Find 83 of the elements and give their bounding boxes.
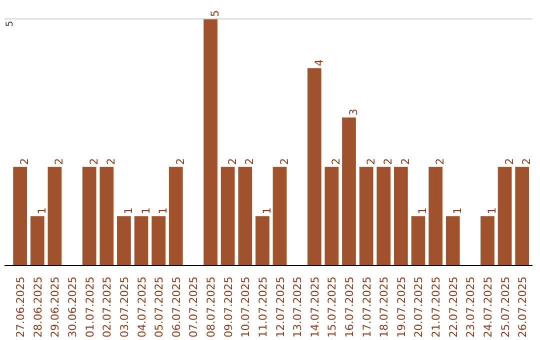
x-tick-label: 02.07.2025	[100, 276, 114, 338]
x-tick-label: 26.07.2025	[516, 276, 530, 338]
x-tick-label: 30.06.2025	[66, 276, 80, 338]
bar	[134, 216, 148, 266]
x-tick-label: 03.07.2025	[118, 276, 131, 338]
bar	[238, 166, 252, 266]
data-label: 2	[18, 158, 32, 165]
data-label: 1	[260, 207, 274, 214]
x-tick-label: 23.07.2025	[464, 276, 478, 338]
data-label: 2	[226, 158, 239, 165]
x-tick-label: 10.07.2025	[239, 276, 252, 338]
data-label: 2	[364, 158, 378, 165]
x-tick-label: 09.07.2025	[222, 276, 235, 338]
x-tick-label: 16.07.2025	[343, 276, 356, 338]
data-label: 2	[398, 158, 412, 165]
data-label: 2	[52, 158, 66, 165]
data-label: 1	[139, 207, 152, 214]
x-tick-label: 13.07.2025	[291, 276, 304, 338]
x-tick-label: 19.07.2025	[394, 276, 408, 338]
bar	[515, 166, 530, 266]
bar	[307, 68, 322, 266]
bar	[272, 166, 287, 266]
bar	[498, 166, 512, 266]
bar	[411, 216, 426, 266]
bar	[324, 166, 339, 266]
x-tick-label: 18.07.2025	[378, 276, 391, 338]
data-label: 1	[122, 207, 135, 214]
x-tick-label: 27.06.2025	[14, 276, 28, 338]
x-tick-label: 05.07.2025	[152, 276, 166, 338]
x-tick-label: 07.07.2025	[187, 276, 200, 338]
data-label: 1	[450, 207, 464, 214]
bar	[48, 166, 62, 266]
x-tick-label: 24.07.2025	[481, 276, 494, 338]
bar	[220, 166, 235, 266]
x-tick-label: 08.07.2025	[204, 276, 218, 338]
bar	[117, 216, 131, 266]
bar	[480, 216, 494, 266]
bar	[82, 166, 96, 266]
ref-line-label: 5	[4, 20, 16, 27]
bar	[13, 166, 28, 266]
bar	[168, 166, 183, 266]
data-label: 1	[416, 207, 430, 214]
data-label: 2	[243, 158, 256, 165]
bar	[30, 216, 44, 266]
x-tick-label: 15.07.2025	[326, 276, 339, 338]
bar	[376, 166, 391, 266]
x-tick-label: 04.07.2025	[135, 276, 148, 338]
data-label: 1	[35, 207, 48, 214]
data-label: 1	[156, 207, 170, 214]
data-label: 5	[208, 10, 222, 17]
bar	[152, 216, 166, 266]
bar	[359, 166, 374, 266]
data-label: 4	[312, 59, 326, 66]
x-tick-label: 25.07.2025	[498, 276, 512, 338]
x-tick-label: 20.07.2025	[412, 276, 426, 338]
data-label: 2	[520, 158, 534, 165]
data-label: 2	[278, 158, 291, 165]
data-label: 2	[434, 158, 447, 165]
x-tick-label: 14.07.2025	[308, 276, 322, 338]
x-tick-label: 17.07.2025	[360, 276, 374, 338]
bar	[394, 166, 408, 266]
x-tick-label: 11.07.2025	[256, 276, 270, 338]
x-tick-label: 21.07.2025	[430, 276, 443, 338]
bar	[100, 166, 114, 266]
data-label: 2	[330, 158, 343, 165]
x-tick-label: 06.07.2025	[170, 276, 183, 338]
data-label: 1	[485, 207, 498, 214]
data-label: 2	[87, 158, 100, 165]
x-tick-label: 01.07.2025	[83, 276, 96, 338]
x-tick-label: 29.06.2025	[48, 276, 62, 338]
data-label: 3	[347, 108, 360, 116]
data-label: 2	[502, 158, 516, 165]
x-tick-label: 28.06.2025	[31, 276, 44, 338]
bar	[256, 216, 270, 266]
data-label: 2	[104, 158, 118, 165]
data-label: 2	[382, 158, 395, 165]
x-tick-label: 22.07.2025	[446, 276, 460, 338]
bar	[446, 216, 460, 266]
data-label: 2	[174, 158, 187, 165]
bar	[428, 166, 442, 266]
bar	[342, 118, 356, 266]
x-tick-label: 12.07.2025	[274, 276, 287, 338]
bar	[204, 18, 218, 266]
